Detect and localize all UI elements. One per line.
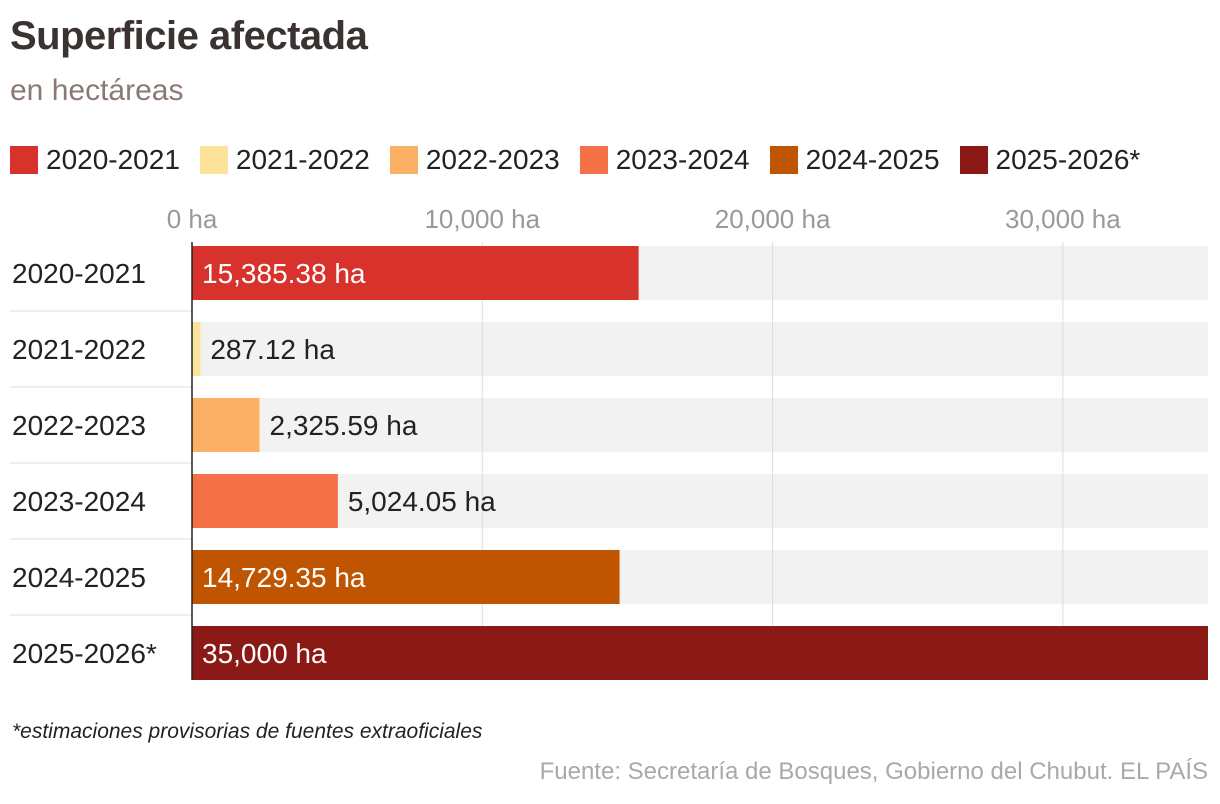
data-label: 15,385.38 ha [202, 258, 366, 289]
category-label: 2021-2022 [12, 334, 146, 365]
legend-item: 2025-2026* [959, 144, 1141, 176]
legend: 2020-2021 2021-2022 2022-2023 2023-2024 2024… [10, 143, 1160, 177]
legend-item: 2023-2024 [579, 144, 750, 176]
bar [192, 246, 639, 300]
legend-item: 2020-2021 [10, 144, 180, 176]
bar [192, 322, 201, 376]
bar [192, 474, 338, 528]
x-tick-label: 20,000 ha [715, 204, 831, 234]
footnote: *estimaciones provisorias de fuentes ext… [12, 720, 483, 743]
legend-label: 2025-2026* [995, 144, 1141, 175]
category-label: 2025-2026* [12, 638, 157, 669]
category-label: 2023-2024 [12, 486, 146, 517]
legend-swatch [769, 146, 798, 174]
legend-item: 2024-2025 [769, 144, 940, 176]
data-label: 2,325.59 ha [270, 410, 418, 441]
x-tick-label: 10,000 ha [424, 204, 540, 234]
bar-track [192, 398, 1208, 452]
legend-swatch [10, 146, 38, 174]
legend-label: 2024-2025 [805, 144, 940, 175]
chart-title: Superficie afectada [10, 14, 368, 58]
data-label: 287.12 ha [210, 334, 335, 365]
x-tick-label: 30,000 ha [1005, 204, 1121, 234]
bar [192, 398, 260, 452]
data-label: 14,729.35 ha [202, 562, 366, 593]
legend-swatch [199, 146, 228, 174]
legend-item: 2022-2023 [389, 144, 560, 176]
x-tick-label: 0 ha [167, 204, 218, 234]
legend-swatch [579, 146, 608, 174]
bar [192, 626, 1208, 680]
legend-item: 2021-2022 [199, 144, 370, 176]
bar-track [192, 322, 1208, 376]
source-credit: Fuente: Secretaría de Bosques, Gobierno … [539, 758, 1208, 785]
data-label: 35,000 ha [202, 638, 327, 669]
category-label: 2024-2025 [12, 562, 146, 593]
bar-track [192, 474, 1208, 528]
legend-label: 2020-2021 [46, 144, 180, 175]
category-label: 2020-2021 [12, 258, 146, 289]
legend-swatch [389, 146, 418, 174]
bar-chart: 0 ha 10,000 ha 20,000 ha 30,000 ha 2020-2021… [10, 204, 1208, 680]
data-label: 5,024.05 ha [348, 486, 496, 517]
legend-label: 2023-2024 [615, 144, 750, 175]
legend-label: 2022-2023 [425, 144, 560, 175]
legend-label: 2021-2022 [235, 144, 370, 175]
category-label: 2022-2023 [12, 410, 146, 441]
legend-swatch [959, 146, 988, 174]
bar [192, 550, 620, 604]
chart-subtitle: en hectáreas [10, 74, 184, 107]
